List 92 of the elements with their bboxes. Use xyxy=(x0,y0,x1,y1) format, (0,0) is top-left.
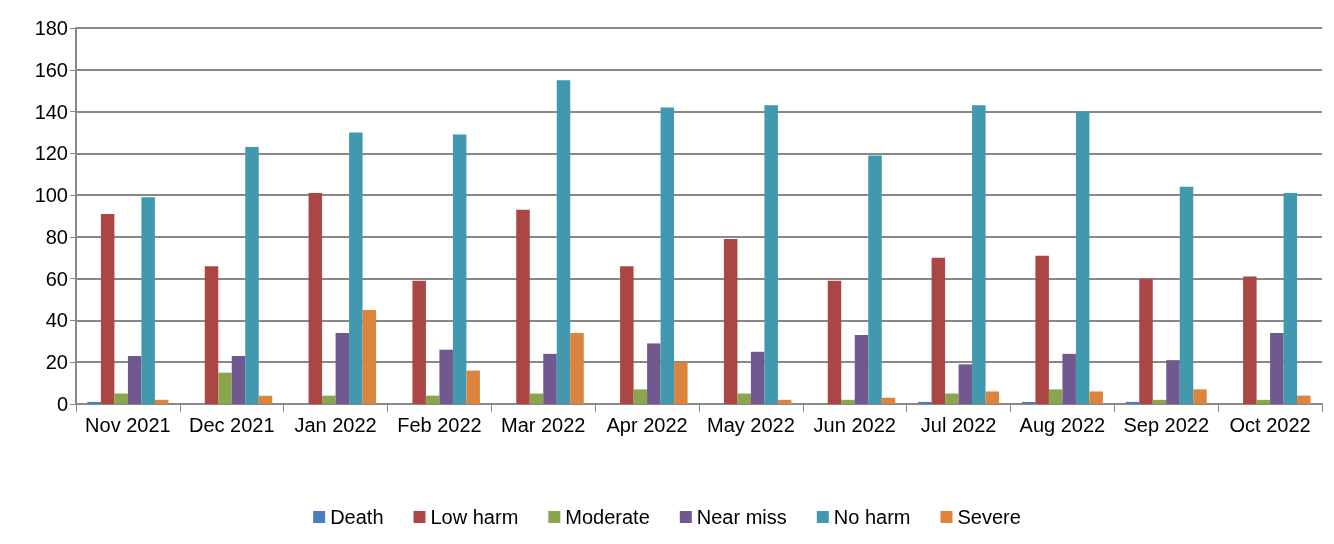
bar xyxy=(1243,276,1257,404)
bar xyxy=(723,238,738,404)
bar xyxy=(660,107,675,404)
bar xyxy=(1089,391,1103,404)
bar xyxy=(945,393,959,404)
bar xyxy=(854,335,869,404)
legend-label: No harm xyxy=(833,506,911,528)
bar xyxy=(1075,111,1090,404)
bar xyxy=(777,399,792,404)
bar xyxy=(985,391,1000,404)
bar xyxy=(633,389,648,404)
bar xyxy=(1021,401,1036,404)
bar xyxy=(322,395,336,404)
bar xyxy=(620,266,634,404)
bar xyxy=(308,193,323,404)
bar xyxy=(1035,255,1049,404)
y-tick-label: 140 xyxy=(34,100,68,123)
bar xyxy=(141,197,155,404)
bar xyxy=(1166,360,1180,404)
x-tick-label: Jan 2022 xyxy=(294,414,377,436)
bar xyxy=(570,332,584,404)
bar xyxy=(258,395,273,404)
bar xyxy=(827,280,842,404)
x-tick-label: Oct 2022 xyxy=(1229,414,1311,436)
bar xyxy=(1125,401,1140,404)
bar xyxy=(647,343,661,404)
bar xyxy=(841,399,855,404)
x-tick-label: Apr 2022 xyxy=(606,414,688,436)
bar xyxy=(1062,353,1076,404)
legend-label: Low harm xyxy=(430,506,519,528)
y-tick-label: 80 xyxy=(45,225,68,248)
bar xyxy=(972,105,986,404)
x-tick-label: Jul 2022 xyxy=(920,414,997,436)
y-tick-label: 160 xyxy=(34,58,68,81)
x-tick-label: May 2022 xyxy=(706,414,795,436)
bar xyxy=(127,355,142,404)
bar xyxy=(881,397,896,404)
legend-label: Moderate xyxy=(565,506,650,528)
bar xyxy=(412,280,426,404)
bar xyxy=(1139,278,1153,404)
bar xyxy=(1193,389,1207,404)
bar xyxy=(764,105,778,404)
bar xyxy=(362,310,377,404)
bar xyxy=(100,213,115,404)
y-tick-label: 180 xyxy=(34,17,68,39)
y-tick-label: 60 xyxy=(45,267,68,290)
x-tick-label: Sep 2022 xyxy=(1123,414,1210,436)
bar xyxy=(425,395,440,404)
x-tick-label: Mar 2022 xyxy=(501,414,586,436)
bar xyxy=(918,401,932,404)
bar xyxy=(349,132,363,404)
x-tick-label: Dec 2021 xyxy=(188,414,275,436)
y-tick-label: 120 xyxy=(34,142,68,165)
bar xyxy=(931,257,946,404)
bar xyxy=(114,393,128,404)
bar xyxy=(529,393,544,404)
bar xyxy=(1179,186,1194,404)
bar xyxy=(958,364,973,404)
bar xyxy=(231,355,246,404)
y-tick-label: 20 xyxy=(45,351,68,374)
bar xyxy=(750,351,765,404)
y-tick-label: 0 xyxy=(56,393,68,415)
x-tick-label: Aug 2022 xyxy=(1019,414,1106,436)
bar xyxy=(1256,399,1271,404)
legend-label: Death xyxy=(330,506,384,528)
bar xyxy=(674,362,688,404)
x-tick-label: Feb 2022 xyxy=(397,414,482,436)
bar xyxy=(1152,399,1167,404)
bar xyxy=(335,332,350,404)
bar xyxy=(1283,193,1298,404)
x-tick-label: Jun 2022 xyxy=(813,414,896,436)
bar xyxy=(556,80,571,404)
bar xyxy=(204,266,219,404)
bar xyxy=(516,209,530,404)
y-tick-label: 100 xyxy=(34,184,68,207)
bar xyxy=(1297,395,1311,404)
legend-label: Near miss xyxy=(696,506,787,528)
legend-label: Severe xyxy=(957,506,1021,528)
bar xyxy=(154,399,169,404)
bar xyxy=(245,147,259,404)
bar xyxy=(1270,332,1284,404)
bar xyxy=(737,393,751,404)
x-tick-label: Nov 2021 xyxy=(85,414,171,436)
bar xyxy=(87,401,101,404)
bar xyxy=(543,353,557,404)
bar xyxy=(218,372,232,404)
bar xyxy=(868,155,882,404)
bar xyxy=(466,370,480,404)
bar xyxy=(1048,389,1063,404)
bar xyxy=(452,134,467,404)
bar xyxy=(439,349,453,404)
y-tick-label: 40 xyxy=(45,309,68,332)
